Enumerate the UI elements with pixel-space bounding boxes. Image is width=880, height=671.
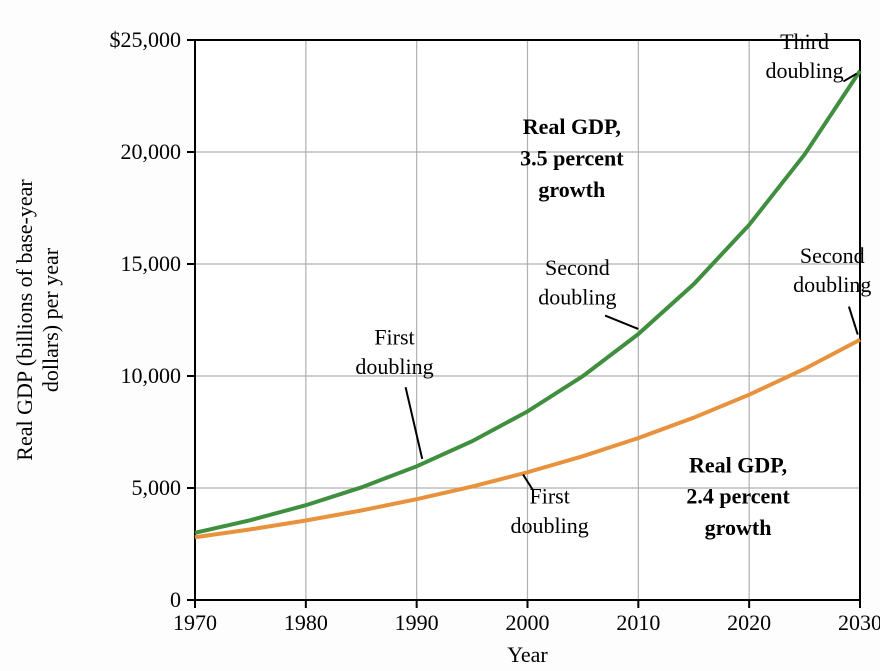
- y-tick-label: 5,000: [132, 475, 182, 500]
- annot-high-second-2: doubling: [538, 284, 616, 309]
- series-high-label-2: 3.5 percent: [520, 145, 624, 170]
- x-tick-label: 2010: [616, 610, 660, 635]
- x-tick-label: 2030: [838, 610, 880, 635]
- y-tick-label: 20,000: [121, 139, 182, 164]
- annot-low-second-2: doubling: [793, 272, 871, 297]
- annot-high-first-1: First: [374, 325, 414, 350]
- y-tick-label: 10,000: [121, 363, 182, 388]
- x-tick-label: 1980: [284, 610, 328, 635]
- gdp-growth-chart: 1970 1980 1990 2000 2010 2020 2030 0 5,000 10,000…: [0, 0, 880, 671]
- series-high-label-1: Real GDP,: [523, 114, 621, 139]
- y-axis-title: Real GDP (billions of base-yeardollars) …: [12, 179, 63, 461]
- x-tick-label: 2020: [727, 610, 771, 635]
- plot-area: 1970 1980 1990 2000 2010 2020 2030 0 5,000 10,000…: [12, 27, 880, 667]
- annot-low-second-1: Second: [800, 243, 865, 268]
- chart-container: 1970 1980 1990 2000 2010 2020 2030 0 5,000 10,000…: [0, 0, 880, 671]
- annot-high-second-1: Second: [545, 255, 610, 280]
- series-low-label-2: 2.4 percent: [686, 484, 790, 509]
- x-axis-title: Year: [507, 642, 548, 667]
- series-low-label-3: growth: [705, 515, 772, 540]
- annot-high-first-2: doubling: [355, 354, 433, 379]
- x-tick-label: 1990: [395, 610, 439, 635]
- y-tick-label: $25,000: [110, 27, 182, 52]
- series-high-label-3: growth: [538, 177, 605, 202]
- y-tick-label: 0: [170, 587, 181, 612]
- y-tick-label: 15,000: [121, 251, 182, 276]
- annot-high-third-1: Third: [780, 29, 829, 54]
- x-tick-label: 1970: [173, 610, 217, 635]
- annot-low-first-1: First: [529, 484, 569, 509]
- x-tick-label: 2000: [506, 610, 550, 635]
- series-low-label-1: Real GDP,: [689, 452, 787, 477]
- annot-low-first-2: doubling: [511, 513, 589, 538]
- annot-high-third-2: doubling: [765, 58, 843, 83]
